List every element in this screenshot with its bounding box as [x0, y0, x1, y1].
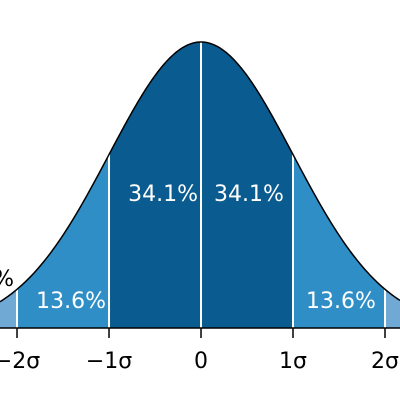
x-tick-label: −1σ — [86, 349, 132, 374]
x-tick-label: 2σ — [371, 349, 399, 374]
x-tick-label: 0 — [194, 349, 208, 374]
value-label: 34.1% — [214, 182, 284, 207]
x-tick-label: −2σ — [0, 349, 40, 374]
tail — [385, 289, 400, 328]
value-label: 13.6% — [36, 289, 106, 314]
curve — [0, 41, 400, 303]
value-label: 13.6% — [306, 289, 376, 314]
value-label: 34.1% — [128, 182, 198, 207]
value-label: 2.1% — [0, 267, 14, 292]
x-tick-label: 1σ — [279, 349, 307, 374]
